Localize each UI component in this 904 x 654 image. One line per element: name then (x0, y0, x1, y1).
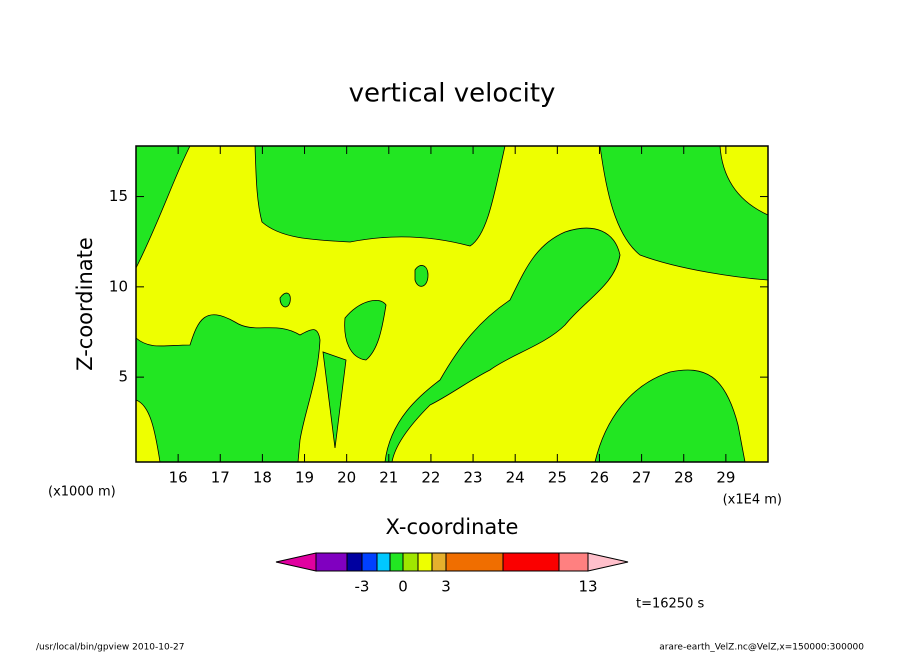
x-axis-label: X-coordinate (386, 515, 519, 539)
colorbar-box (361, 552, 378, 572)
x-tick-label: 29 (716, 469, 735, 487)
footer-left: /usr/local/bin/gpview 2010-10-27 (36, 643, 184, 653)
x-tick-label: 25 (548, 469, 567, 487)
x-tick-label: 18 (253, 469, 272, 487)
x-tick-label: 21 (379, 469, 398, 487)
contour-field (135, 145, 769, 463)
x-tick-label: 16 (169, 469, 188, 487)
x-tick-label: 24 (506, 469, 525, 487)
footer-right: arare-earth_VelZ.nc@VelZ,x=150000:300000 (659, 643, 864, 653)
contour-region (135, 145, 191, 269)
y-axis-label: Z-coordinate (73, 237, 97, 371)
x-tick-label: 20 (337, 469, 356, 487)
contour-region (254, 145, 506, 247)
colorbar-tick-label: -3 (355, 578, 370, 596)
colorbar-tick-label: 0 (398, 578, 408, 596)
x-tick-label: 19 (295, 469, 314, 487)
colorbar-box (502, 552, 560, 572)
x-tick-label: 28 (674, 469, 693, 487)
colorbar-box (431, 552, 447, 572)
contour-region (414, 265, 429, 287)
colorbar-box (417, 552, 433, 572)
colorbar: -3 0 3 13 (275, 552, 629, 596)
y-tick-label: 15 (109, 187, 128, 205)
colorbar-box (445, 552, 504, 572)
time-label: t=16250 s (636, 597, 704, 612)
x-tick-label: 27 (632, 469, 651, 487)
contour-region (344, 300, 387, 361)
contour-region (599, 145, 769, 281)
x-tick-label: 23 (464, 469, 483, 487)
colorbar-tick-label: 3 (441, 578, 451, 596)
colorbar-box (376, 552, 391, 572)
x-unit-right: (x1E4 m) (723, 493, 782, 508)
x-tick-label: 17 (211, 469, 230, 487)
contour-region (384, 227, 621, 463)
x-tick-label: 22 (421, 469, 440, 487)
x-unit-left: (x1000 m) (48, 485, 116, 500)
colorbar-tick-label: 13 (578, 578, 597, 596)
x-tick-label: 26 (590, 469, 609, 487)
colorbar-end-high (587, 552, 629, 572)
axes: 16 17 18 19 20 21 22 23 24 25 26 27 28 29 5 10 15 (109, 145, 769, 487)
y-tick-label: 5 (118, 368, 128, 386)
contour-region (279, 292, 291, 308)
colorbar-box (346, 552, 363, 572)
y-tick-label: 10 (109, 277, 128, 295)
contour-region (594, 369, 746, 463)
chart-title: vertical velocity (349, 79, 556, 109)
colorbar-box (402, 552, 419, 572)
colorbar-end-low (275, 552, 317, 572)
colorbar-box (389, 552, 404, 572)
colorbar-box (315, 552, 348, 572)
plot-frame (135, 145, 769, 463)
colorbar-box (558, 552, 589, 572)
contour-region (322, 351, 347, 449)
